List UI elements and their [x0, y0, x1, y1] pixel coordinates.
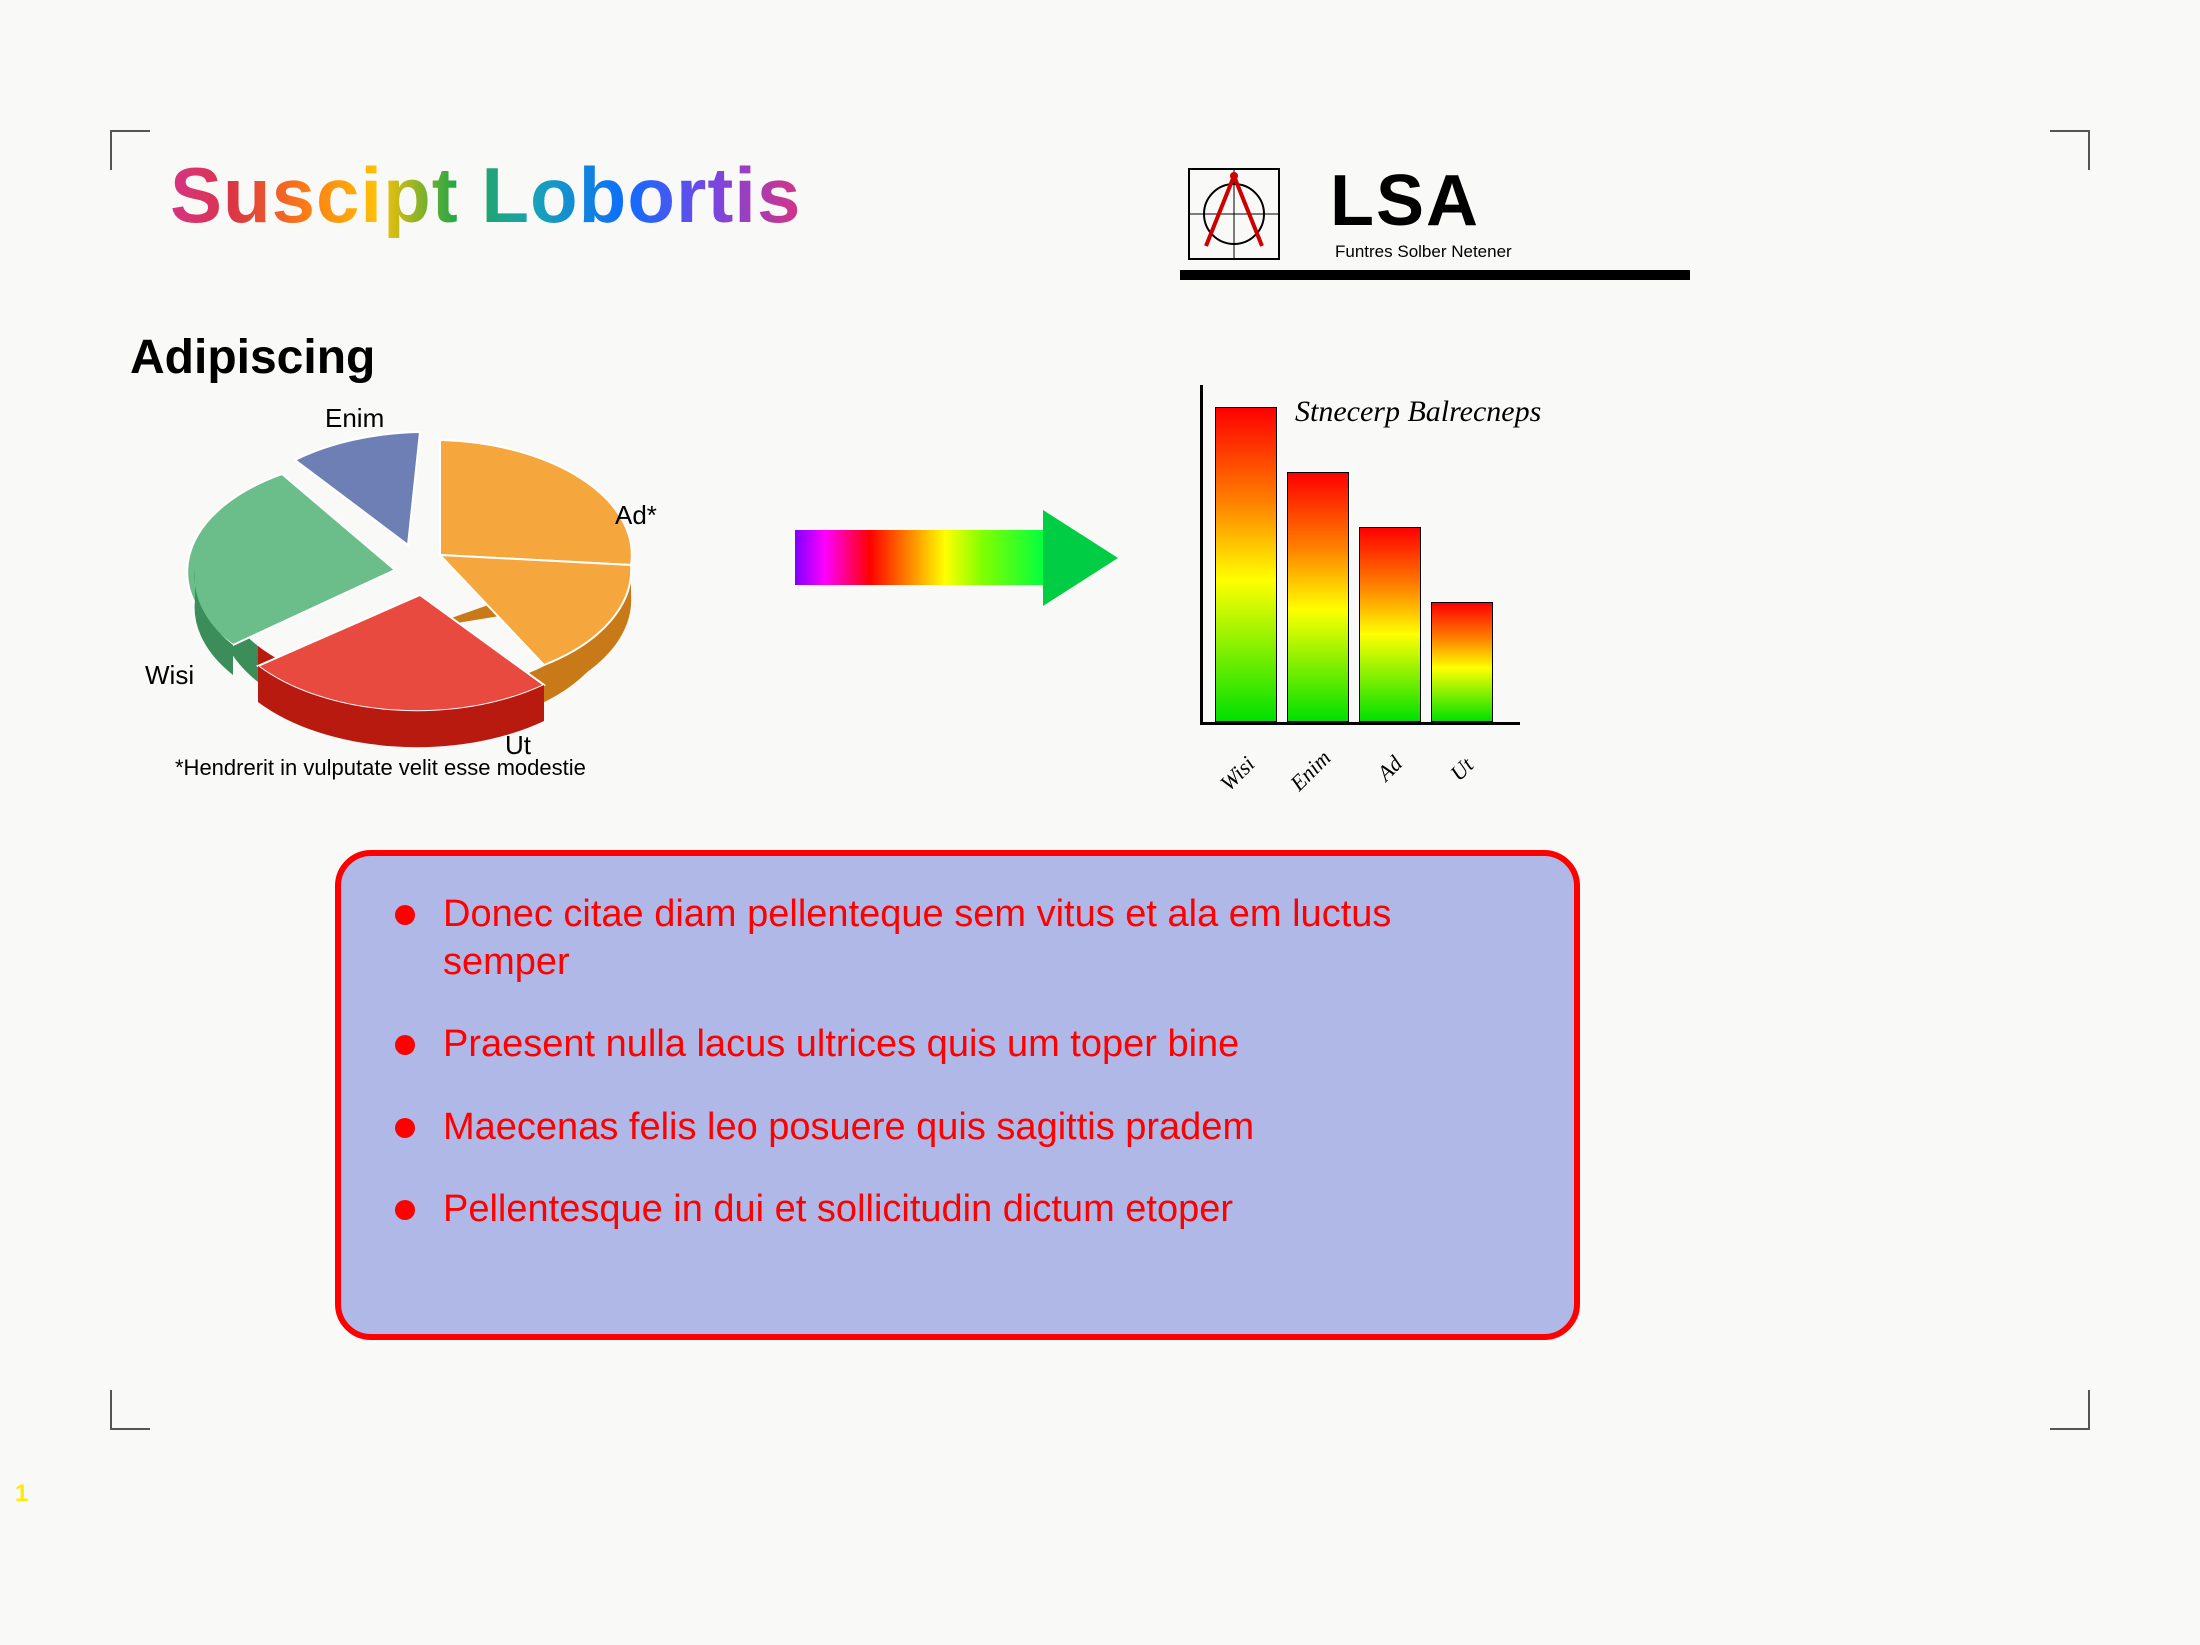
callout-item: Maecenas felis leo posuere quis sagittis… — [391, 1104, 1524, 1152]
bar-label-wisi: Wisi — [1215, 751, 1260, 796]
callout-list: Donec citae diam pellenteque sem vitus e… — [391, 891, 1524, 1234]
bar-chart-title: Stnecerp Balrecneps — [1295, 395, 1541, 429]
spectrum-arrow-head — [1043, 510, 1118, 606]
pie-label-enim: Enim — [325, 403, 384, 434]
slide-title: Suscipt Lobortis — [170, 150, 801, 241]
bar-chart: Stnecerp Balrecneps Wisi Enim Ad Ut — [1180, 385, 1700, 785]
logo-underline — [1180, 270, 1690, 280]
bar-ut — [1431, 602, 1493, 722]
spectrum-arrow — [795, 510, 1125, 605]
bar-ad — [1359, 527, 1421, 722]
logo-icon — [1188, 168, 1280, 260]
spectrum-arrow-body — [795, 530, 1045, 585]
callout-item: Pellentesque in dui et sollicitudin dict… — [391, 1186, 1524, 1234]
logo-abbr: LSA — [1330, 160, 1480, 242]
logo: LSA Funtres Solber Netener — [1180, 160, 1690, 280]
pie-chart-title: Adipiscing — [130, 330, 375, 385]
slide-number: 1 — [15, 1480, 28, 1508]
pie-chart: Ad* Enim Wisi Ut — [140, 385, 770, 785]
crop-mark-bl — [110, 1390, 150, 1430]
bar-wisi — [1215, 407, 1277, 722]
bar-chart-x-axis — [1200, 722, 1520, 725]
pie-label-ad: Ad* — [615, 500, 657, 531]
bar-chart-y-axis — [1200, 385, 1203, 725]
bar-label-ut: Ut — [1445, 752, 1479, 786]
logo-subtitle: Funtres Solber Netener — [1335, 242, 1512, 262]
crop-mark-tr — [2050, 130, 2090, 170]
callout-item: Praesent nulla lacus ultrices quis um to… — [391, 1021, 1524, 1069]
slide: Suscipt Lobortis LSA Funtres Solber Nete… — [0, 0, 2200, 1645]
callout-item: Donec citae diam pellenteque sem vitus e… — [391, 891, 1524, 986]
bar-label-enim: Enim — [1285, 745, 1336, 796]
crop-mark-br — [2050, 1390, 2090, 1430]
pie-label-wisi: Wisi — [145, 660, 194, 691]
bar-label-ad: Ad — [1372, 751, 1408, 787]
bar-enim — [1287, 472, 1349, 722]
pie-chart-footnote: *Hendrerit in vulputate velit esse modes… — [175, 755, 586, 781]
callout-box: Donec citae diam pellenteque sem vitus e… — [335, 850, 1580, 1340]
crop-mark-tl — [110, 130, 150, 170]
